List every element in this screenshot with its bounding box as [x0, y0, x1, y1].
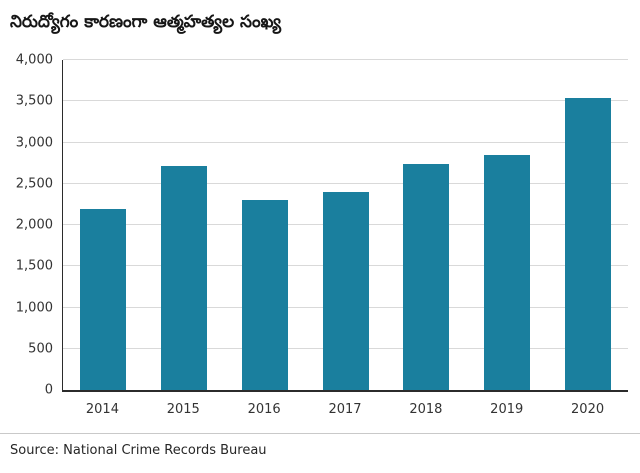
bar-slot: [144, 60, 225, 390]
bar-2014: [80, 208, 127, 390]
y-tick-label: 0: [44, 382, 53, 398]
bar-chart: 0 500 1,000 1,500 2,000 2,500 3,000 3,500 4,000: [16, 53, 628, 398]
y-tick-label: 500: [28, 341, 53, 357]
bar-2018: [403, 163, 450, 390]
footer-divider: [0, 433, 640, 434]
y-tick-label: 2,000: [15, 217, 53, 233]
x-tick-label: 2019: [490, 402, 524, 417]
x-tick-label: 2017: [328, 402, 362, 417]
y-tick-label: 1,500: [15, 258, 53, 274]
bar-slot: [547, 60, 628, 390]
x-tick-label: 2018: [409, 402, 443, 417]
bar-slot: [224, 60, 305, 390]
gridline: [63, 182, 628, 184]
chart-title: నిరుద్యోగం కారణంగా ఆత్మహత్యల సంఖ్య: [10, 12, 282, 32]
plot-area: 0 500 1,000 1,500 2,000 2,500 3,000 3,500 4,000: [16, 53, 628, 398]
bar-2019: [483, 154, 530, 390]
x-tick-label: 2020: [571, 402, 605, 417]
bar-slot: [305, 60, 386, 390]
y-tick-label: 2,500: [15, 176, 53, 192]
bar-2015: [161, 165, 208, 390]
bar-2016: [241, 200, 288, 390]
gridline: [63, 141, 628, 143]
bar-slot: [386, 60, 467, 390]
bar-slot: [63, 60, 144, 390]
gridline: [63, 100, 628, 102]
y-tick-label: 4,000: [15, 52, 53, 68]
x-tick-label: 2015: [166, 402, 200, 417]
bar-2020: [564, 97, 611, 390]
y-tick-label: 3,500: [15, 93, 53, 109]
source-caption: Source: National Crime Records Bureau: [10, 443, 267, 458]
x-axis-labels: 2014 2015 2016 2017 2018 2019 2020: [62, 402, 628, 417]
y-tick-label: 1,000: [15, 300, 53, 315]
bar-2017: [322, 192, 369, 390]
x-tick-label: 2016: [247, 402, 281, 417]
gridline: [63, 59, 628, 60]
y-tick-label: 3,000: [15, 135, 53, 150]
bar-slot: [467, 60, 548, 390]
x-tick-label: 2014: [85, 402, 119, 417]
bars-row: [63, 60, 628, 390]
